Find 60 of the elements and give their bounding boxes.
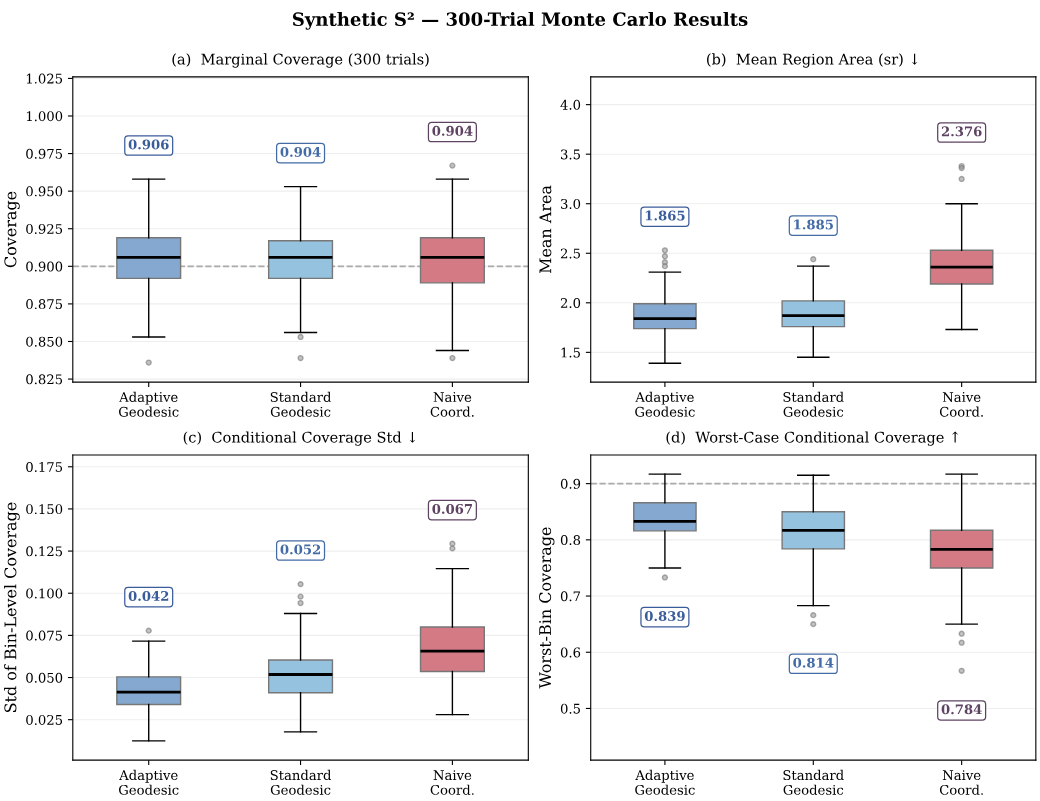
text: 0.814 bbox=[793, 657, 834, 668]
y-axis-title: Mean Area bbox=[539, 185, 552, 274]
x-tick-label: Adaptive Geodesic bbox=[119, 391, 179, 417]
y-tick-label: 0.950 bbox=[26, 186, 63, 197]
x-tick-label: Standard Geodesic bbox=[783, 391, 844, 417]
y-tick-label: 0.850 bbox=[26, 336, 63, 347]
x-tick-label: Naive Coord. bbox=[430, 770, 474, 795]
chart-title: (d) Worst-Case Conditional Coverage ↑ bbox=[666, 431, 959, 446]
y-axis-title: Std of Bin-Level Coverage bbox=[4, 502, 20, 713]
y-tick-label: 0.175 bbox=[26, 461, 63, 472]
x-tick-label: Naive Coord. bbox=[939, 770, 983, 795]
y-tick-label: 0.9 bbox=[560, 478, 581, 489]
y-tick-label: 2.5 bbox=[560, 248, 580, 259]
x-tick-label: Standard Geodesic bbox=[783, 769, 844, 795]
y-tick-label: 0.900 bbox=[26, 261, 63, 272]
y-tick-label: 4.0 bbox=[560, 99, 581, 110]
y-axis-title: Worst-Bin Coverage bbox=[539, 527, 555, 689]
x-tick-label: Standard Geodesic bbox=[270, 769, 332, 795]
y-tick-label: 0.150 bbox=[26, 504, 63, 515]
y-tick-label: 1.000 bbox=[26, 111, 63, 122]
x-tick-label: Adaptive Geodesic bbox=[119, 769, 179, 795]
y-tick-label: 0.925 bbox=[26, 223, 63, 234]
text: 1.885 bbox=[794, 219, 833, 230]
text: 0.052 bbox=[280, 544, 321, 555]
y-tick-label: 0.825 bbox=[26, 374, 63, 385]
y-tick-label: 0.975 bbox=[26, 148, 63, 159]
x-tick-label: Naive Coord. bbox=[430, 392, 474, 417]
chart-title: Synthetic S² — 300-Trial Monte Carlo Results bbox=[292, 12, 748, 30]
y-tick-label: 0.050 bbox=[26, 672, 63, 683]
y-tick-label: 3.5 bbox=[561, 149, 580, 160]
y-tick-label: 0.7 bbox=[560, 591, 581, 602]
y-tick-label: 0.025 bbox=[26, 714, 63, 725]
y-tick-label: 0.875 bbox=[26, 299, 63, 310]
text: 0.904 bbox=[432, 125, 473, 136]
x-tick-label: Naive Coord. bbox=[939, 392, 983, 417]
x-tick-label: Standard Geodesic bbox=[270, 391, 332, 417]
text: 0.904 bbox=[280, 146, 321, 157]
text: 0.067 bbox=[432, 503, 472, 514]
chart-subtitle: (a) Marginal Coverage (300 trials) bbox=[172, 53, 429, 68]
y-tick-label: 0.075 bbox=[26, 630, 63, 641]
text: 0.839 bbox=[644, 611, 685, 621]
y-tick-label: 0.125 bbox=[26, 546, 63, 557]
y-tick-label: 0.8 bbox=[560, 535, 581, 546]
y-tick-label: 0.5 bbox=[560, 703, 580, 714]
y-tick-label: 1.5 bbox=[561, 347, 580, 358]
text: 1.865 bbox=[645, 210, 685, 221]
y-tick-label: 0.6 bbox=[560, 647, 581, 658]
text: 0.906 bbox=[128, 139, 169, 150]
y-tick-label: 0.100 bbox=[26, 588, 63, 599]
y-axis-title: Coverage bbox=[4, 191, 20, 268]
chart-title: (b) Mean Region Area (sr) ↓ bbox=[707, 53, 918, 68]
text: 0.042 bbox=[128, 590, 169, 601]
chart-title: (c) Conditional Coverage Std ↓ bbox=[183, 431, 416, 446]
x-tick-label: Adaptive Geodesic bbox=[635, 391, 695, 417]
y-tick-label: 1.025 bbox=[26, 73, 63, 84]
y-tick-label: 2.0 bbox=[560, 298, 581, 309]
text: 2.376 bbox=[941, 126, 982, 137]
x-tick-label: Adaptive Geodesic bbox=[635, 769, 695, 795]
y-tick-label: 3.0 bbox=[561, 198, 581, 209]
text: 0.784 bbox=[941, 704, 982, 715]
